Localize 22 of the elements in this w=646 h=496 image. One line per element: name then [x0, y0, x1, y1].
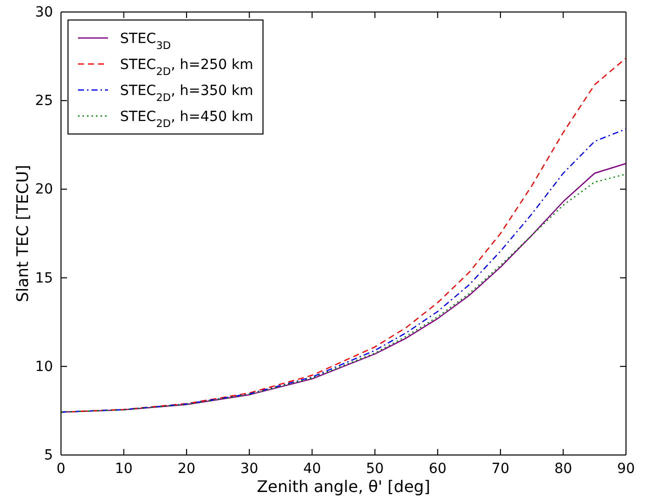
legend-label: STEC$_{2D}$, h=450 km	[120, 109, 254, 130]
y-tick-label: 15	[35, 270, 53, 286]
y-tick-label: 20	[35, 182, 53, 198]
x-tick-label: 60	[428, 460, 447, 477]
legend-label: STEC$_{2D}$, h=350 km	[120, 83, 254, 104]
y-tick-label: 25	[35, 93, 53, 110]
x-tick-label: 0	[56, 460, 66, 477]
x-tick-label: 40	[303, 460, 322, 477]
x-tick-label: 50	[366, 460, 384, 477]
x-tick-label: 70	[492, 460, 510, 477]
y-axis-title: Slant TEC [TECU]	[13, 164, 32, 302]
x-tick-label: 80	[554, 460, 572, 477]
x-tick-label: 20	[178, 460, 196, 477]
x-axis-title: Zenith angle, θ' [deg]	[256, 477, 430, 496]
legend-label: STEC$_{3D}$	[120, 31, 171, 52]
y-tick-label: 30	[35, 4, 53, 20]
y-tick-label: 10	[35, 358, 53, 375]
x-tick-label: 30	[240, 460, 258, 477]
x-tick-label: 90	[617, 460, 635, 477]
y-tick-label: 5	[44, 447, 53, 464]
legend-label: STEC$_{2D}$, h=250 km	[120, 57, 254, 78]
x-tick-label: 10	[114, 460, 133, 477]
